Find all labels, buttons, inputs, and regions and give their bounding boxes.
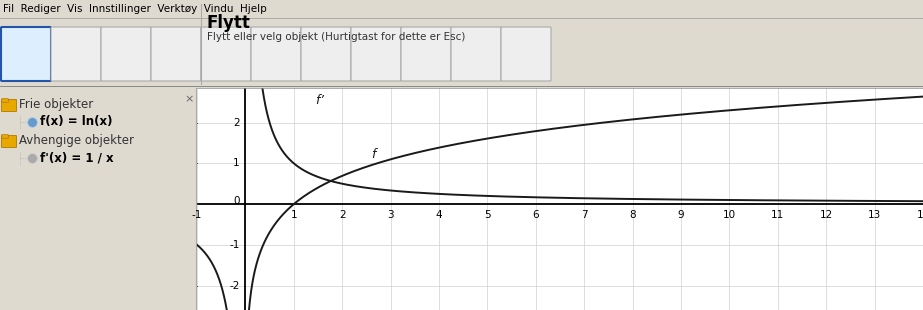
Text: Frie objekter: Frie objekter [19,99,93,112]
FancyBboxPatch shape [351,27,401,81]
FancyBboxPatch shape [2,99,8,102]
Text: f(x) = ln(x): f(x) = ln(x) [40,116,113,129]
Text: 11: 11 [772,210,785,220]
Text: 3: 3 [388,210,394,220]
FancyBboxPatch shape [2,135,17,148]
Text: -1: -1 [192,210,202,220]
Text: 4: 4 [436,210,442,220]
Text: f: f [371,148,376,162]
Text: Avhengige objekter: Avhengige objekter [19,135,134,148]
Text: -1: -1 [229,240,240,250]
FancyBboxPatch shape [101,27,151,81]
Text: Flytt: Flytt [207,14,251,32]
Text: 2: 2 [233,117,240,128]
Text: 9: 9 [677,210,684,220]
FancyBboxPatch shape [301,27,351,81]
FancyBboxPatch shape [2,100,17,112]
Text: f’: f’ [316,94,325,107]
Text: -2: -2 [229,281,240,290]
FancyBboxPatch shape [51,27,101,81]
Text: 13: 13 [868,210,881,220]
Text: Flytt eller velg objekt (Hurtigtast for dette er Esc): Flytt eller velg objekt (Hurtigtast for … [207,32,465,42]
Text: 8: 8 [629,210,636,220]
FancyBboxPatch shape [401,27,451,81]
FancyBboxPatch shape [251,27,301,81]
FancyBboxPatch shape [151,27,201,81]
FancyBboxPatch shape [201,27,251,81]
Text: 14: 14 [917,210,923,220]
Text: 6: 6 [533,210,539,220]
FancyBboxPatch shape [1,27,51,81]
Text: 7: 7 [581,210,588,220]
Text: 10: 10 [723,210,736,220]
FancyBboxPatch shape [501,27,551,81]
Text: 1: 1 [233,158,240,168]
Text: 2: 2 [339,210,345,220]
FancyBboxPatch shape [2,135,8,138]
Text: 0: 0 [234,196,240,206]
Text: 5: 5 [484,210,491,220]
FancyBboxPatch shape [451,27,501,81]
Text: 1: 1 [291,210,297,220]
Text: f'(x) = 1 / x: f'(x) = 1 / x [40,152,114,165]
Text: ×: × [185,94,194,104]
Text: 12: 12 [820,210,833,220]
Text: Fil  Rediger  Vis  Innstillinger  Verktøy  Vindu  Hjelp: Fil Rediger Vis Innstillinger Verktøy Vi… [3,4,267,14]
